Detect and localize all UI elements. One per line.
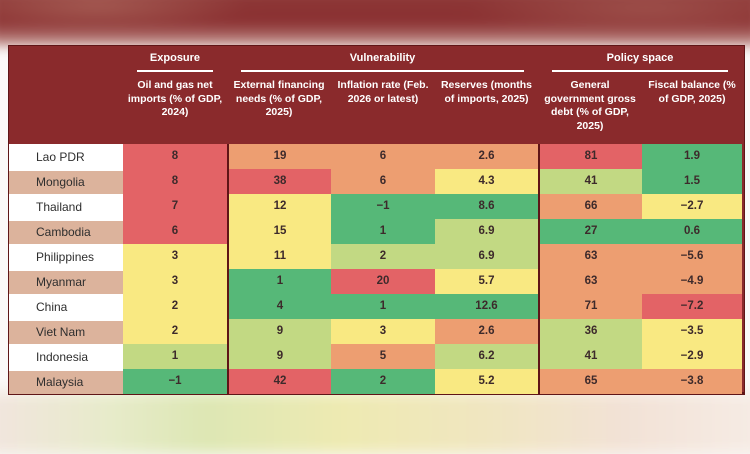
heat-cell: 7 xyxy=(123,194,227,219)
heat-cell: −4.9 xyxy=(642,269,742,294)
heat-cell: −3.8 xyxy=(642,369,742,394)
heat-cell: 0.6 xyxy=(642,219,742,244)
top-banner-blur xyxy=(0,0,750,46)
heat-cell: 3 xyxy=(123,244,227,269)
heat-cell: −1 xyxy=(123,369,227,394)
heat-cell: 8.6 xyxy=(435,194,538,219)
row-label: Mongolia xyxy=(9,169,123,194)
heat-cell: 2 xyxy=(331,369,435,394)
row-label: Philippines xyxy=(9,244,123,269)
column-header-gross-debt: General government gross debt (% of GDP,… xyxy=(544,79,636,132)
row-label: Indonesia xyxy=(9,344,123,369)
heat-cell: 1 xyxy=(331,294,435,319)
column-header-reserves: Reserves (months of imports, 2025) xyxy=(440,79,533,105)
heat-cell: 19 xyxy=(227,144,331,169)
heat-cell: −3.5 xyxy=(642,319,742,344)
heat-cell: 2 xyxy=(123,319,227,344)
heat-cell: 2 xyxy=(123,294,227,319)
heat-cell: 1.9 xyxy=(642,144,742,169)
heat-cell: 11 xyxy=(227,244,331,269)
heat-cell: 4 xyxy=(227,294,331,319)
row-label: Cambodia xyxy=(9,219,123,244)
heat-cell: 5.7 xyxy=(435,269,538,294)
heat-cell: 8 xyxy=(123,144,227,169)
heat-cell: 66 xyxy=(538,194,642,219)
heat-cell: −7.2 xyxy=(642,294,742,319)
row-label: Malaysia xyxy=(9,369,123,394)
heat-cell: 15 xyxy=(227,219,331,244)
heat-cell: 6.9 xyxy=(435,244,538,269)
group-label: Vulnerability xyxy=(349,52,416,64)
heat-cell: 63 xyxy=(538,244,642,269)
heat-cell: 1.5 xyxy=(642,169,742,194)
group-header-policy-space: Policy space xyxy=(538,46,742,72)
row-label: Lao PDR xyxy=(9,144,123,169)
group-label: Policy space xyxy=(606,52,674,64)
column-header-external-financing: External financing needs (% of GDP, 2025… xyxy=(233,79,325,119)
heat-cell: 65 xyxy=(538,369,642,394)
heat-cell: 41 xyxy=(538,169,642,194)
heat-cell: 4.3 xyxy=(435,169,538,194)
heat-cell: 2.6 xyxy=(435,319,538,344)
heat-cell: 3 xyxy=(123,269,227,294)
row-label: Thailand xyxy=(9,194,123,219)
heat-cell: −2.7 xyxy=(642,194,742,219)
risk-heatmap-table: Exposure Vulnerability Policy space Oil … xyxy=(8,45,745,395)
group-header-vulnerability: Vulnerability xyxy=(227,46,538,72)
group-underline xyxy=(241,70,524,72)
heat-cell: −5.6 xyxy=(642,244,742,269)
heat-cell: 63 xyxy=(538,269,642,294)
row-label: Myanmar xyxy=(9,269,123,294)
heat-cell: 27 xyxy=(538,219,642,244)
heat-cell: 2 xyxy=(331,244,435,269)
heat-cell: 6 xyxy=(123,219,227,244)
column-header-inflation-rate: Inflation rate (Feb. 2026 or latest) xyxy=(337,79,429,105)
heat-cell: 1 xyxy=(123,344,227,369)
row-label: Viet Nam xyxy=(9,319,123,344)
heat-cell: 9 xyxy=(227,344,331,369)
group-underline xyxy=(552,70,728,72)
heat-cell: −2.9 xyxy=(642,344,742,369)
heat-cell: 36 xyxy=(538,319,642,344)
heat-cell: 5 xyxy=(331,344,435,369)
heat-cell: 6 xyxy=(331,169,435,194)
heat-cell: 6 xyxy=(331,144,435,169)
row-label: China xyxy=(9,294,123,319)
group-underline xyxy=(137,70,213,72)
heat-cell: 12 xyxy=(227,194,331,219)
heat-cell: 5.2 xyxy=(435,369,538,394)
heat-cell: 1 xyxy=(227,269,331,294)
heat-cell: 9 xyxy=(227,319,331,344)
heat-cell: 6.9 xyxy=(435,219,538,244)
heat-cell: 81 xyxy=(538,144,642,169)
corner-cell xyxy=(9,46,123,144)
heat-cell: 6.2 xyxy=(435,344,538,369)
heat-cell: 20 xyxy=(331,269,435,294)
heat-cell: 8 xyxy=(123,169,227,194)
heat-cell: 42 xyxy=(227,369,331,394)
group-label: Exposure xyxy=(149,52,201,64)
heat-cell: 71 xyxy=(538,294,642,319)
heat-cell: 1 xyxy=(331,219,435,244)
column-header-oil-gas-imports: Oil and gas net imports (% of GDP, 2024) xyxy=(127,79,223,119)
heat-cell: 3 xyxy=(331,319,435,344)
bottom-page-blur xyxy=(0,392,750,454)
heat-cell: −1 xyxy=(331,194,435,219)
heat-cell: 2.6 xyxy=(435,144,538,169)
heat-cell: 41 xyxy=(538,344,642,369)
column-header-fiscal-balance: Fiscal balance (% of GDP, 2025) xyxy=(648,79,736,105)
heat-cell: 12.6 xyxy=(435,294,538,319)
heat-cell: 38 xyxy=(227,169,331,194)
group-header-exposure: Exposure xyxy=(123,46,227,72)
